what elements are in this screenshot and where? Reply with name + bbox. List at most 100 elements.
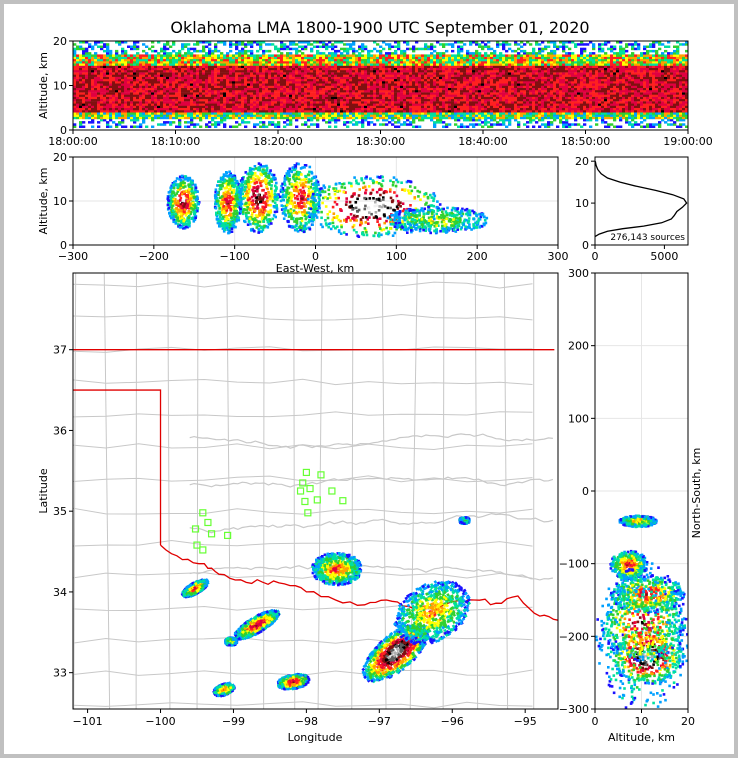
density-cell	[238, 61, 242, 64]
density-cell	[307, 107, 311, 111]
density-cell	[355, 81, 359, 84]
density-cell	[103, 74, 107, 77]
density-cell	[142, 69, 146, 73]
density-cell	[139, 125, 143, 128]
density-cell	[442, 54, 446, 57]
density-cell	[103, 43, 107, 46]
density-cell	[238, 110, 242, 113]
density-cell	[481, 67, 485, 71]
density-cell	[460, 69, 464, 73]
density-cell	[337, 96, 341, 100]
density-cell	[490, 69, 494, 73]
density-cell	[268, 65, 272, 68]
density-cell	[484, 118, 488, 122]
density-cell	[364, 85, 368, 88]
density-cell	[475, 43, 479, 46]
density-cell	[211, 101, 215, 104]
density-cell	[424, 61, 428, 64]
density-cell	[352, 107, 356, 111]
density-cell	[394, 114, 398, 117]
density-cell	[379, 110, 383, 113]
density-cell	[151, 74, 155, 77]
density-cell	[361, 103, 365, 106]
density-cell	[112, 98, 116, 102]
density-cell	[343, 65, 347, 68]
density-cell	[235, 69, 239, 73]
density-cell	[262, 98, 266, 102]
density-cell	[76, 72, 80, 75]
density-cell	[385, 107, 389, 111]
density-cell	[481, 65, 485, 68]
density-cell	[496, 96, 500, 100]
density-cell	[175, 89, 179, 93]
density-cell	[427, 47, 431, 51]
density-cell	[364, 98, 368, 102]
density-cell	[370, 89, 374, 93]
density-cell	[454, 58, 458, 62]
density-cell	[145, 69, 149, 73]
density-cell	[232, 43, 236, 46]
density-cell	[193, 63, 197, 66]
density-cell	[499, 72, 503, 75]
density-cell	[223, 58, 227, 62]
density-cell	[106, 58, 110, 62]
density-cell	[385, 56, 389, 60]
density-cell	[388, 45, 392, 48]
density-cell	[454, 101, 458, 104]
density-cell	[415, 74, 419, 77]
density-cell	[310, 114, 314, 117]
density-cell	[370, 85, 374, 88]
density-cell	[301, 63, 305, 66]
density-cell	[106, 123, 110, 126]
density-cell	[283, 94, 287, 97]
density-cell	[301, 45, 305, 48]
density-cell	[478, 78, 482, 82]
density-cell	[91, 94, 95, 97]
density-cell	[118, 63, 122, 66]
density-cell	[364, 116, 368, 120]
density-cell	[226, 54, 230, 57]
density-cell	[130, 94, 134, 97]
density-cell	[241, 92, 245, 95]
density-cell	[484, 110, 488, 113]
density-cell	[118, 69, 122, 73]
density-cell	[268, 92, 272, 95]
density-cell	[271, 123, 275, 126]
density-cell	[187, 69, 191, 73]
density-cell	[367, 76, 371, 80]
density-cell	[304, 116, 308, 120]
density-cell	[223, 94, 227, 97]
density-cell	[301, 114, 305, 117]
density-cell	[301, 101, 305, 104]
density-cell	[463, 65, 467, 68]
density-cell	[214, 101, 218, 104]
density-cell	[250, 63, 254, 66]
density-cell	[274, 63, 278, 66]
density-cell	[253, 98, 257, 102]
density-cell	[376, 112, 380, 115]
density-cell	[103, 92, 107, 95]
density-cell	[397, 63, 401, 66]
density-cell	[319, 101, 323, 104]
density-cell	[382, 76, 386, 80]
density-cell	[319, 114, 323, 117]
density-cell	[472, 56, 476, 60]
density-cell	[109, 63, 113, 66]
density-cell	[286, 98, 290, 102]
density-cell	[334, 94, 338, 97]
density-cell	[187, 114, 191, 117]
density-cell	[415, 65, 419, 68]
density-cell	[322, 85, 326, 88]
density-cell	[289, 41, 293, 44]
density-cell	[388, 65, 392, 68]
density-cell	[505, 43, 509, 46]
density-cell	[265, 96, 269, 100]
density-cell	[463, 103, 467, 106]
density-cell	[436, 63, 440, 66]
density-cell	[427, 96, 431, 100]
density-cell	[118, 94, 122, 97]
density-cell	[319, 107, 323, 111]
density-cell	[253, 61, 257, 64]
density-cell	[352, 114, 356, 117]
density-cell	[199, 78, 203, 82]
